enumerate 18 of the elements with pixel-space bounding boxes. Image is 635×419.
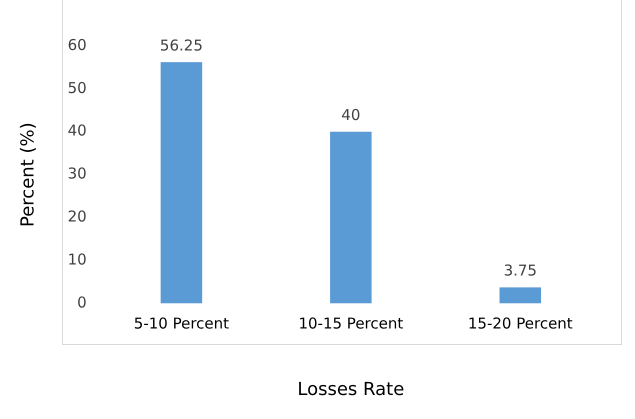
- x-axis-title: Losses Rate: [297, 378, 404, 400]
- x-tick-label: 5-10 Percent: [134, 314, 230, 332]
- bar: [500, 287, 542, 304]
- y-tick-label: 10: [68, 250, 87, 268]
- y-axis-title: Percent (%): [17, 122, 38, 228]
- x-tick-label: 15-20 Percent: [468, 314, 573, 332]
- bar: [330, 132, 372, 304]
- x-tick-label: 10-15 Percent: [298, 314, 404, 332]
- y-tick-label: 40: [68, 122, 87, 140]
- y-tick-label: 20: [68, 207, 87, 226]
- y-tick-label: 50: [68, 78, 87, 97]
- data-label: 40: [341, 106, 360, 124]
- data-label: 56.25: [160, 36, 203, 54]
- y-tick-label: 30: [68, 164, 87, 183]
- data-label: 3.75: [504, 262, 537, 280]
- bar: [160, 62, 202, 304]
- y-tick-label: 60: [68, 36, 87, 54]
- y-tick-label: 0: [77, 293, 87, 312]
